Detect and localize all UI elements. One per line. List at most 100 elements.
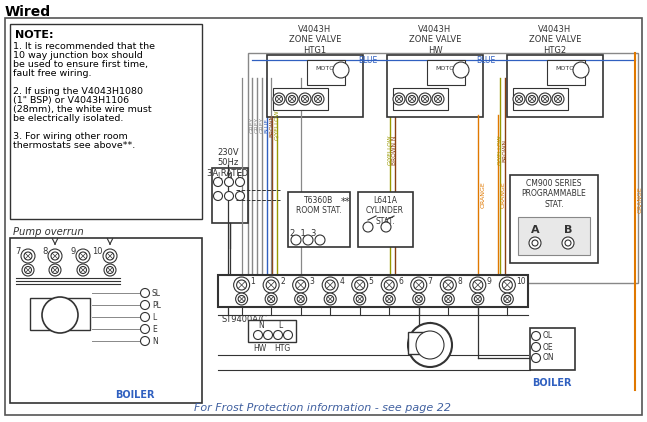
Circle shape xyxy=(274,330,283,340)
Circle shape xyxy=(354,293,366,305)
Circle shape xyxy=(363,222,373,232)
Circle shape xyxy=(25,267,32,273)
Circle shape xyxy=(302,95,309,103)
Text: 2  1  3: 2 1 3 xyxy=(290,228,316,238)
Circle shape xyxy=(263,277,279,293)
Circle shape xyxy=(80,267,87,273)
Circle shape xyxy=(303,235,313,245)
Text: V4043H
ZONE VALVE
HTG2: V4043H ZONE VALVE HTG2 xyxy=(529,25,581,55)
Circle shape xyxy=(513,93,525,105)
Text: A: A xyxy=(531,225,540,235)
Text: SL: SL xyxy=(152,289,161,298)
Circle shape xyxy=(472,293,484,305)
Bar xyxy=(358,192,413,247)
Text: BLUE: BLUE xyxy=(476,56,495,65)
Circle shape xyxy=(393,93,405,105)
Bar xyxy=(427,60,465,85)
Circle shape xyxy=(238,295,245,303)
Circle shape xyxy=(106,252,114,260)
Circle shape xyxy=(225,178,234,187)
Text: ST9400A/C: ST9400A/C xyxy=(222,315,268,324)
Text: BROWN: BROWN xyxy=(270,114,274,136)
Text: fault free wiring.: fault free wiring. xyxy=(13,69,91,78)
Text: L: L xyxy=(278,322,282,330)
Circle shape xyxy=(273,93,285,105)
Text: 8: 8 xyxy=(457,278,462,287)
Text: 8: 8 xyxy=(43,246,48,255)
Circle shape xyxy=(237,280,247,290)
Text: ORANGE: ORANGE xyxy=(481,181,486,208)
Text: 3: 3 xyxy=(310,278,314,287)
Circle shape xyxy=(42,297,78,333)
Circle shape xyxy=(236,192,245,200)
Circle shape xyxy=(502,280,512,290)
Text: N: N xyxy=(152,336,158,346)
Circle shape xyxy=(443,293,454,305)
Text: OE: OE xyxy=(543,343,554,352)
Text: MOTOR: MOTOR xyxy=(315,65,339,70)
Text: 5: 5 xyxy=(369,278,373,287)
Text: 1: 1 xyxy=(250,278,256,287)
Circle shape xyxy=(443,280,454,290)
Circle shape xyxy=(501,293,513,305)
Circle shape xyxy=(355,280,365,290)
Circle shape xyxy=(24,252,32,260)
Text: 6: 6 xyxy=(399,278,403,287)
Circle shape xyxy=(414,280,424,290)
Text: 10: 10 xyxy=(516,278,526,287)
Text: (28mm), the white wire must: (28mm), the white wire must xyxy=(13,105,151,114)
Circle shape xyxy=(140,313,149,322)
Circle shape xyxy=(416,331,444,359)
Text: GREY: GREY xyxy=(254,117,259,133)
Text: MOTOR: MOTOR xyxy=(555,65,579,70)
Circle shape xyxy=(268,295,274,303)
Circle shape xyxy=(381,222,391,232)
Bar xyxy=(393,88,448,110)
Text: PUMP: PUMP xyxy=(49,320,71,326)
Text: 9: 9 xyxy=(487,278,492,287)
Text: BOILER: BOILER xyxy=(115,390,155,400)
Text: V4043H
ZONE VALVE
HTG1: V4043H ZONE VALVE HTG1 xyxy=(289,25,341,55)
Text: E: E xyxy=(152,325,157,333)
Circle shape xyxy=(299,93,311,105)
Text: be electrically isolated.: be electrically isolated. xyxy=(13,114,124,123)
Text: PUMP: PUMP xyxy=(420,352,441,357)
Text: G/YELLOW: G/YELLOW xyxy=(498,135,503,165)
Circle shape xyxy=(474,295,481,303)
Circle shape xyxy=(325,280,335,290)
Circle shape xyxy=(444,295,452,303)
Text: BLUE: BLUE xyxy=(265,117,270,133)
Circle shape xyxy=(296,280,305,290)
Circle shape xyxy=(79,252,87,260)
Bar xyxy=(218,275,528,307)
Circle shape xyxy=(435,95,441,103)
Bar xyxy=(10,238,202,403)
Text: thermostats see above**.: thermostats see above**. xyxy=(13,141,135,150)
Circle shape xyxy=(565,240,571,246)
Circle shape xyxy=(22,264,34,276)
Text: CM900 SERIES
PROGRAMMABLE
STAT.: CM900 SERIES PROGRAMMABLE STAT. xyxy=(521,179,586,209)
Circle shape xyxy=(48,249,62,263)
Text: BLUE: BLUE xyxy=(358,56,377,65)
Circle shape xyxy=(140,289,149,298)
Text: 230V
50Hz
3A RATED: 230V 50Hz 3A RATED xyxy=(208,148,248,178)
Circle shape xyxy=(103,249,117,263)
Circle shape xyxy=(470,277,486,293)
Circle shape xyxy=(554,95,562,103)
Circle shape xyxy=(140,325,149,333)
Circle shape xyxy=(406,93,418,105)
Text: Pump overrun: Pump overrun xyxy=(13,227,83,237)
Circle shape xyxy=(324,293,336,305)
Text: N: N xyxy=(51,308,57,317)
Text: BROWN N: BROWN N xyxy=(393,135,397,165)
Circle shape xyxy=(292,277,309,293)
Circle shape xyxy=(276,95,283,103)
Text: ORANGE: ORANGE xyxy=(638,187,643,214)
Circle shape xyxy=(531,343,540,352)
Text: **: ** xyxy=(341,197,351,207)
Bar xyxy=(30,298,90,330)
Circle shape xyxy=(529,237,541,249)
Bar xyxy=(212,168,248,223)
Circle shape xyxy=(573,62,589,78)
Circle shape xyxy=(263,330,272,340)
